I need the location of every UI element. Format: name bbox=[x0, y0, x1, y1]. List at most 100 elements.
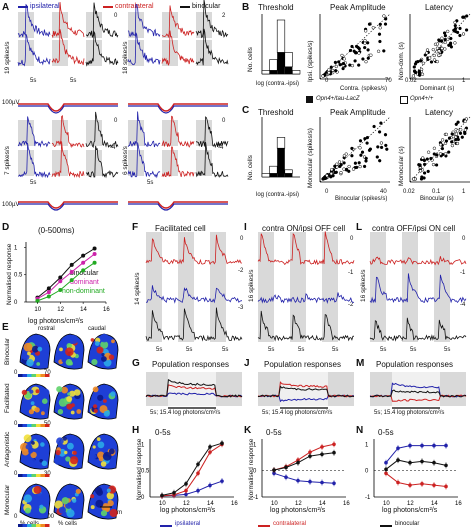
c-latency-title: Latency bbox=[425, 108, 454, 117]
a-trace-bottom bbox=[18, 142, 51, 179]
e-map-blob bbox=[106, 488, 111, 493]
scatter2-point bbox=[413, 62, 418, 66]
panel-letter-b: B bbox=[242, 2, 250, 13]
scatter2-point bbox=[444, 132, 449, 137]
scatter1-point bbox=[342, 161, 346, 165]
scatter2-point bbox=[422, 158, 427, 163]
e-map-blob bbox=[29, 389, 34, 394]
l-time-2: 5s bbox=[410, 347, 417, 353]
k-title: 0-5s bbox=[266, 428, 282, 437]
d-point-dominant bbox=[69, 270, 74, 274]
e-map-blob bbox=[90, 494, 95, 499]
scatter1-point bbox=[327, 71, 331, 75]
fil-2-band bbox=[370, 232, 386, 342]
scatter2-point bbox=[443, 34, 448, 38]
hkn-xtick-label: 10 bbox=[159, 501, 166, 507]
scatter2-point bbox=[437, 53, 441, 57]
legend-ipsi-line bbox=[18, 6, 28, 8]
scatter2-point bbox=[432, 53, 436, 58]
fil-trace bbox=[289, 314, 323, 341]
fil-trace bbox=[209, 287, 243, 304]
e-map-blob bbox=[110, 391, 116, 397]
b-threshold-xlabel: log (contra.-ipsi) bbox=[256, 81, 300, 87]
e-scale-100: 100 bbox=[44, 514, 55, 520]
e-rostral: rostral bbox=[38, 326, 55, 332]
panel-letter-j: J bbox=[244, 358, 250, 369]
d-ytick-label: 0 bbox=[14, 300, 18, 306]
e-map-blob bbox=[27, 351, 31, 356]
scatter2-point bbox=[465, 14, 469, 18]
scatter2-point bbox=[417, 73, 422, 77]
scatter1-point bbox=[333, 60, 338, 65]
e-map-blob bbox=[27, 458, 37, 467]
f-title: Facilitated cell bbox=[155, 224, 206, 233]
scatter2-point bbox=[429, 156, 433, 161]
e-map-blob bbox=[103, 399, 107, 403]
scatter2-point bbox=[453, 23, 457, 28]
b-peak-tick-0: 0 bbox=[325, 78, 329, 84]
scatter2-point bbox=[425, 48, 430, 52]
e-map-blob bbox=[108, 442, 116, 450]
scatter1-point bbox=[344, 167, 349, 172]
scatter2-point bbox=[440, 46, 444, 51]
d-ytick-label: 0.5 bbox=[14, 273, 23, 279]
hkn-point-contralateral bbox=[320, 445, 324, 449]
e-colorbar-segment bbox=[40, 474, 45, 477]
a-trace-top bbox=[127, 4, 161, 37]
f-time-3: 5s bbox=[222, 347, 229, 353]
scatter2-point bbox=[450, 140, 454, 144]
hkn-point-binocular bbox=[444, 463, 448, 468]
f-time-1: 5s bbox=[156, 347, 163, 353]
a-trace-top bbox=[51, 2, 85, 39]
legend-ipsilateral: ipsilateral bbox=[30, 3, 60, 10]
scatter1-point bbox=[347, 164, 351, 169]
d-point-dominant bbox=[46, 290, 51, 295]
d-line-dominant bbox=[37, 253, 95, 300]
c-lat-tick-1: 0.02 bbox=[403, 189, 415, 195]
e-map-blob bbox=[62, 436, 67, 441]
e-colorbar-segment bbox=[18, 524, 23, 527]
panel-a-num-6: -4 bbox=[218, 145, 224, 151]
scatter1-point bbox=[341, 66, 345, 71]
c-latency-xlabel: Binocular (s) bbox=[420, 196, 454, 202]
panel-letter-l: L bbox=[356, 222, 363, 233]
a-waveform2-contra bbox=[128, 201, 228, 209]
scatter1-point bbox=[330, 167, 334, 172]
gjm-band-right bbox=[216, 372, 242, 406]
e-map-blob bbox=[97, 451, 105, 459]
e-scale-zero-3: 0 bbox=[14, 471, 18, 477]
panel-letter-c: C bbox=[242, 105, 250, 116]
e-map-blob bbox=[100, 333, 109, 343]
scatter1-point bbox=[384, 17, 388, 21]
fil-0-band bbox=[146, 232, 162, 342]
hkn-point-contralateral bbox=[408, 483, 412, 487]
e-map-blob bbox=[75, 488, 81, 494]
scatter2-point bbox=[453, 29, 458, 34]
i-num-1: -1 bbox=[348, 270, 354, 276]
a-waveform-ipsi bbox=[18, 105, 118, 114]
scatter1-point bbox=[379, 121, 383, 125]
fil-trace bbox=[321, 231, 355, 266]
e-map-blob bbox=[108, 448, 115, 455]
e-map-blob bbox=[28, 448, 33, 454]
e-map-blob bbox=[69, 335, 79, 344]
scatter2-point bbox=[460, 135, 464, 139]
hkn-point-binocular bbox=[308, 454, 312, 458]
a-trace-top bbox=[161, 5, 195, 39]
scatter2-point bbox=[454, 132, 458, 136]
scatter1-point bbox=[358, 164, 362, 169]
e-map-blob bbox=[31, 345, 39, 353]
a-bot-band bbox=[162, 150, 178, 176]
e-xlabel-2: % cells bbox=[58, 521, 78, 527]
scatter2-point bbox=[420, 175, 424, 179]
panel-letter-e: E bbox=[2, 322, 9, 333]
e-colorbar-segment bbox=[22, 474, 27, 477]
hkn-point-contralateral bbox=[184, 488, 188, 493]
hkn-point-ipsilateral bbox=[284, 475, 288, 480]
hkn-point-ipsilateral bbox=[296, 478, 300, 483]
hkn-ytick-label: 1 bbox=[253, 442, 257, 448]
panel-a-traces bbox=[17, 0, 229, 211]
scatter1-point bbox=[341, 61, 346, 66]
scatter1-point bbox=[364, 60, 368, 64]
hkn-xtick-label: 16 bbox=[343, 501, 350, 507]
